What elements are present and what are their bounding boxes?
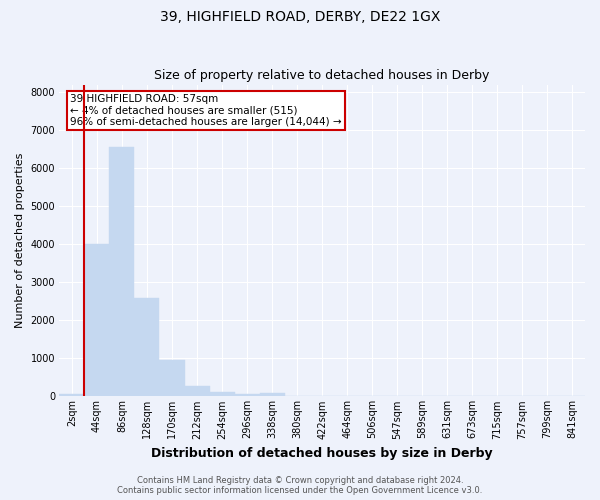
Bar [85,244,109,396]
Bar [235,394,260,396]
X-axis label: Distribution of detached houses by size in Derby: Distribution of detached houses by size … [151,447,493,460]
Bar [59,394,85,396]
Text: 39 HIGHFIELD ROAD: 57sqm
← 4% of detached houses are smaller (515)
96% of semi-d: 39 HIGHFIELD ROAD: 57sqm ← 4% of detache… [70,94,341,127]
Text: 39, HIGHFIELD ROAD, DERBY, DE22 1GX: 39, HIGHFIELD ROAD, DERBY, DE22 1GX [160,10,440,24]
Bar [160,360,185,396]
Bar [109,148,134,396]
Y-axis label: Number of detached properties: Number of detached properties [15,153,25,328]
Text: Contains HM Land Registry data © Crown copyright and database right 2024.
Contai: Contains HM Land Registry data © Crown c… [118,476,482,495]
Bar [134,298,160,396]
Title: Size of property relative to detached houses in Derby: Size of property relative to detached ho… [154,69,490,82]
Bar [260,394,284,396]
Bar [185,386,209,396]
Bar [209,392,235,396]
